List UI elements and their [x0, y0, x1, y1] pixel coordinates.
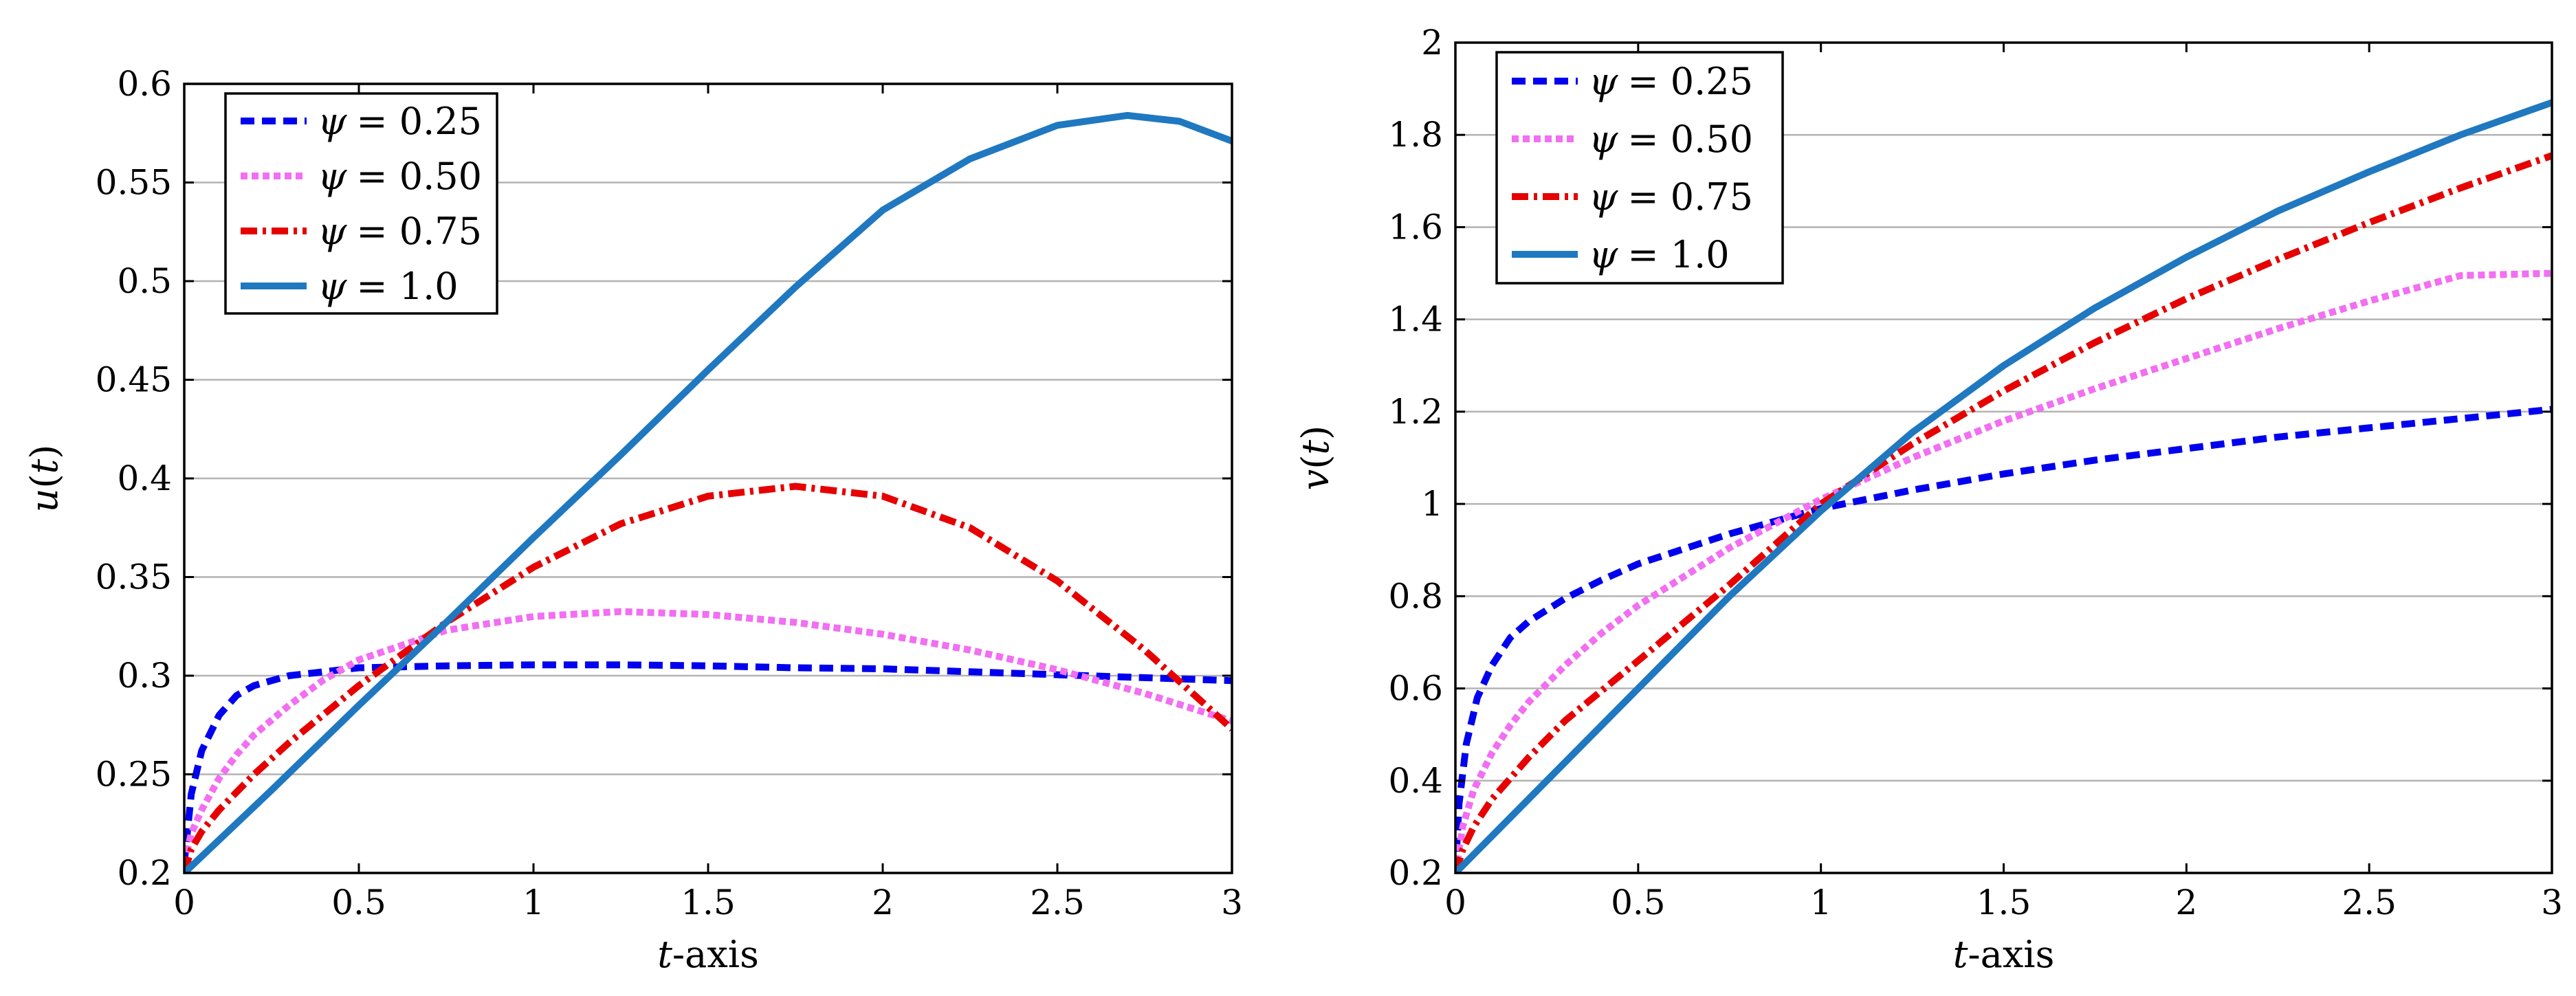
y-tick-label: 0.45 — [96, 360, 172, 400]
y-tick-label: 0.3 — [117, 656, 172, 696]
x-axis-label-suffix: -axis — [1968, 933, 2054, 976]
y-axis-label-paren: ( — [1294, 455, 1337, 469]
series-line-2 — [184, 483, 1232, 873]
x-axis-label-suffix: -axis — [672, 933, 759, 976]
y-tick-label: 0.4 — [1388, 761, 1443, 801]
legend-entry-3: ψ = 1.0 — [318, 265, 459, 308]
legend-value: = 0.75 — [356, 210, 482, 253]
legend-value: = 0.75 — [1627, 175, 1753, 219]
series-line-1 — [1455, 269, 2552, 873]
x-axis-label: t-axis — [1953, 933, 2055, 976]
legend-entry-1: ψ = 0.50 — [1589, 118, 1753, 161]
legend-symbol: ψ — [1589, 175, 1618, 219]
x-axis-label-var: t — [1953, 933, 1968, 976]
x-tick-label: 2.5 — [1030, 883, 1085, 922]
legend-symbol: ψ — [1589, 118, 1618, 161]
x-tick-label: 1.5 — [681, 883, 736, 922]
left-chart-u: 0 0.5 1 1.5 2 2.5 3 0.2 0.25 0.3 0.35 0.4 0.45 0.5 0.5… — [23, 64, 1243, 976]
y-tick-label: 0.55 — [96, 163, 172, 203]
y-tick-label: 1.6 — [1388, 207, 1443, 247]
legend-value: = 0.25 — [356, 100, 482, 143]
legend-value: = 1.0 — [356, 265, 458, 308]
y-axis-label-paren: ( — [23, 474, 66, 488]
y-tick-label: 1.8 — [1388, 115, 1443, 155]
legend-box — [224, 92, 498, 315]
x-tick-label: 0 — [1444, 883, 1466, 922]
legend-entry-0: ψ = 0.25 — [1589, 60, 1753, 103]
y-axis-label-paren: ) — [23, 445, 66, 459]
y-tick-label: 0.8 — [1388, 576, 1443, 616]
legend: ψ = 0.25ψ = 0.50ψ = 0.75ψ = 1.0 — [1495, 51, 1784, 285]
legend-entry-2: ψ = 0.75 — [318, 210, 482, 253]
series-line-0 — [184, 661, 1232, 864]
y-axis-label-fn: u — [23, 489, 66, 513]
x-tick-label: 0.5 — [1611, 883, 1666, 922]
y-axis-label-arg: t — [23, 458, 66, 474]
legend-symbol: ψ — [1589, 60, 1618, 103]
x-tick-label: 2.5 — [2342, 883, 2397, 922]
x-axis-label: t-axis — [657, 933, 759, 976]
series-line-2 — [1455, 152, 2552, 873]
legend-symbol: ψ — [1589, 233, 1618, 276]
legend-symbol: ψ — [318, 155, 347, 198]
y-tick-label: 0.5 — [117, 261, 172, 301]
x-tick-label: 1 — [1810, 883, 1832, 922]
x-tick-label: 0.5 — [331, 883, 386, 922]
y-tick-label: 0.4 — [117, 458, 172, 498]
series-line-1 — [184, 608, 1232, 864]
y-axis-label: u(t) — [23, 445, 66, 513]
legend-value: = 0.50 — [1627, 118, 1753, 161]
legend-entry-2: ψ = 0.75 — [1589, 175, 1753, 219]
x-axis-label-var: t — [657, 933, 672, 976]
y-axis-label-paren: ) — [1294, 425, 1337, 440]
series-line-3 — [1455, 99, 2552, 873]
legend-box — [1495, 51, 1784, 285]
y-tick-label: 1.2 — [1388, 392, 1443, 432]
legend-symbol: ψ — [318, 210, 347, 253]
y-tick-label: 0.35 — [96, 557, 172, 597]
legend-value: = 0.50 — [356, 155, 482, 198]
y-tick-label: 0.2 — [1388, 853, 1443, 893]
x-tick-label: 2 — [872, 883, 894, 922]
legend-entry-3: ψ = 1.0 — [1589, 233, 1730, 276]
x-tick-label: 0 — [173, 883, 195, 922]
y-tick-label: 1.4 — [1388, 300, 1443, 340]
legend-entry-0: ψ = 0.25 — [318, 100, 482, 143]
y-tick-label: 0.6 — [1388, 669, 1443, 709]
legend: ψ = 0.25ψ = 0.50ψ = 0.75ψ = 1.0 — [224, 92, 498, 315]
series-line-0 — [1455, 406, 2552, 873]
legend-value: = 1.0 — [1627, 233, 1729, 276]
legend-symbol: ψ — [318, 265, 347, 308]
x-tick-label: 1 — [522, 883, 544, 922]
x-tick-label: 1.5 — [1977, 883, 2032, 922]
series-line-3 — [184, 111, 1232, 873]
y-axis-label: v(t) — [1294, 425, 1337, 490]
y-tick-label: 0.2 — [117, 853, 172, 893]
y-tick-label: 2 — [1421, 23, 1443, 63]
x-tick-label: 2 — [2175, 883, 2197, 922]
y-tick-label: 0.25 — [96, 755, 172, 795]
legend-symbol: ψ — [318, 100, 347, 143]
x-tick-label: 3 — [2541, 883, 2563, 922]
y-tick-label: 0.6 — [117, 64, 172, 104]
legend-value: = 0.25 — [1627, 60, 1753, 103]
legend-entry-1: ψ = 0.50 — [318, 155, 482, 198]
y-tick-label: 1 — [1421, 484, 1443, 524]
y-axis-label-fn: v — [1294, 469, 1337, 491]
right-chart-v: 0 0.5 1 1.5 2 2.5 3 0.2 0.4 0.6 0.8 1 1.2 1.4 1.6 1.8 2 t… — [1294, 23, 2563, 976]
x-tick-label: 3 — [1221, 883, 1243, 922]
y-axis-label-arg: t — [1294, 440, 1337, 455]
